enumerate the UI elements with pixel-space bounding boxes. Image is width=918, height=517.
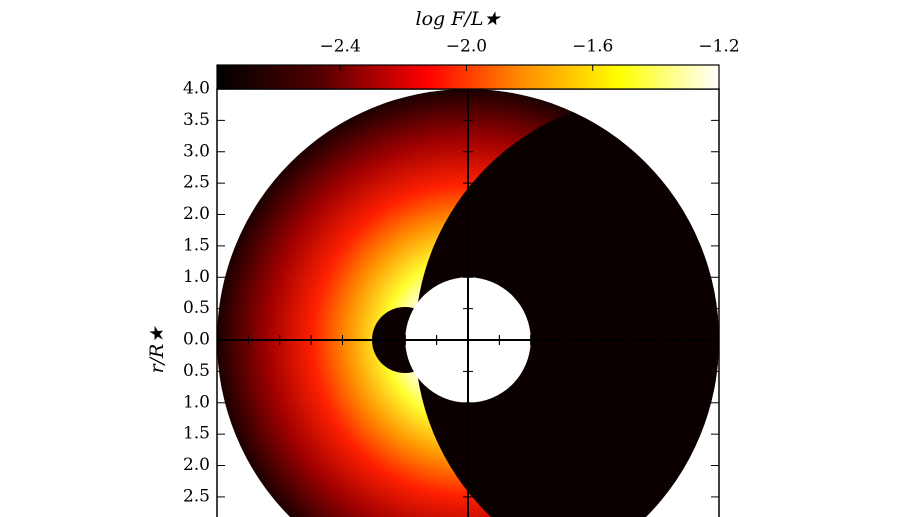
y-tick-label: 2.5 — [183, 486, 210, 506]
flux-image — [217, 89, 719, 517]
y-tick-label: 3.0 — [183, 141, 210, 161]
y-tick-label: 1.0 — [183, 392, 210, 412]
y-tick-label: 0.0 — [183, 330, 210, 350]
colorbar-tick-label: −2.4 — [319, 37, 360, 57]
colorbar-tick-label: −1.6 — [572, 37, 613, 57]
y-tick-label: 3.5 — [183, 110, 210, 130]
colorbar-label: log F/L★ — [416, 8, 502, 30]
y-tick-label: 1.5 — [183, 424, 210, 444]
y-tick-label: 1.5 — [183, 235, 210, 255]
colorbar-tick-label: −1.2 — [698, 37, 739, 57]
y-tick-label: 1.0 — [183, 267, 210, 287]
y-tick-label: 2.0 — [183, 455, 210, 475]
y-tick-label: 0.5 — [183, 298, 210, 318]
y-axis-label: r/R★ — [146, 326, 168, 374]
y-tick-label: 4.0 — [183, 79, 210, 99]
colorbar — [216, 64, 720, 90]
y-tick-label: 0.5 — [183, 361, 210, 381]
colorbar-tick-label: −2.0 — [446, 37, 487, 57]
y-tick-label: 2.0 — [183, 204, 210, 224]
y-tick-label: 2.5 — [183, 173, 210, 193]
